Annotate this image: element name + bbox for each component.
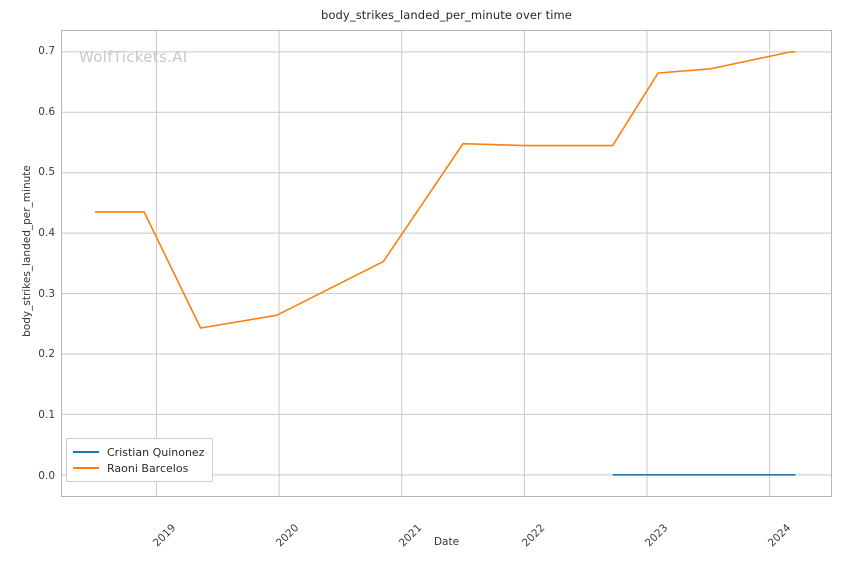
- x-axis-label: Date: [433, 536, 460, 548]
- legend-item[interactable]: Cristian Quinonez: [73, 444, 204, 460]
- plot-area: WolfTickets.AI: [61, 30, 832, 497]
- y-tick-label: 0.6: [38, 105, 55, 118]
- chart-legend[interactable]: Cristian Quinonez Raoni Barcelos: [66, 438, 214, 482]
- y-axis-label: body_strikes_landed_per_minute: [21, 165, 33, 337]
- data-series-layer: [62, 31, 831, 496]
- y-axis-tick-labels: 0.0 0.1 0.2 0.3 0.4 0.5 0.6 0.7: [0, 30, 55, 497]
- y-tick-label: 0.2: [38, 348, 55, 361]
- y-tick-label: 0.1: [38, 409, 55, 422]
- legend-color-swatch: [73, 451, 99, 453]
- chart-title: body_strikes_landed_per_minute over time: [321, 8, 572, 22]
- legend-color-swatch: [73, 467, 99, 469]
- legend-item-label: Cristian Quinonez: [107, 445, 205, 459]
- y-tick-label: 0.0: [38, 469, 55, 482]
- series-line-1: [95, 52, 795, 328]
- legend-item[interactable]: Raoni Barcelos: [73, 460, 204, 476]
- y-tick-label: 0.4: [38, 227, 55, 239]
- y-tick-label: 0.7: [38, 44, 55, 57]
- gridlines: [62, 31, 831, 496]
- y-tick-label: 0.3: [38, 287, 55, 300]
- legend-item-label: Raoni Barcelos: [107, 461, 189, 475]
- y-tick-label: 0.5: [38, 166, 55, 179]
